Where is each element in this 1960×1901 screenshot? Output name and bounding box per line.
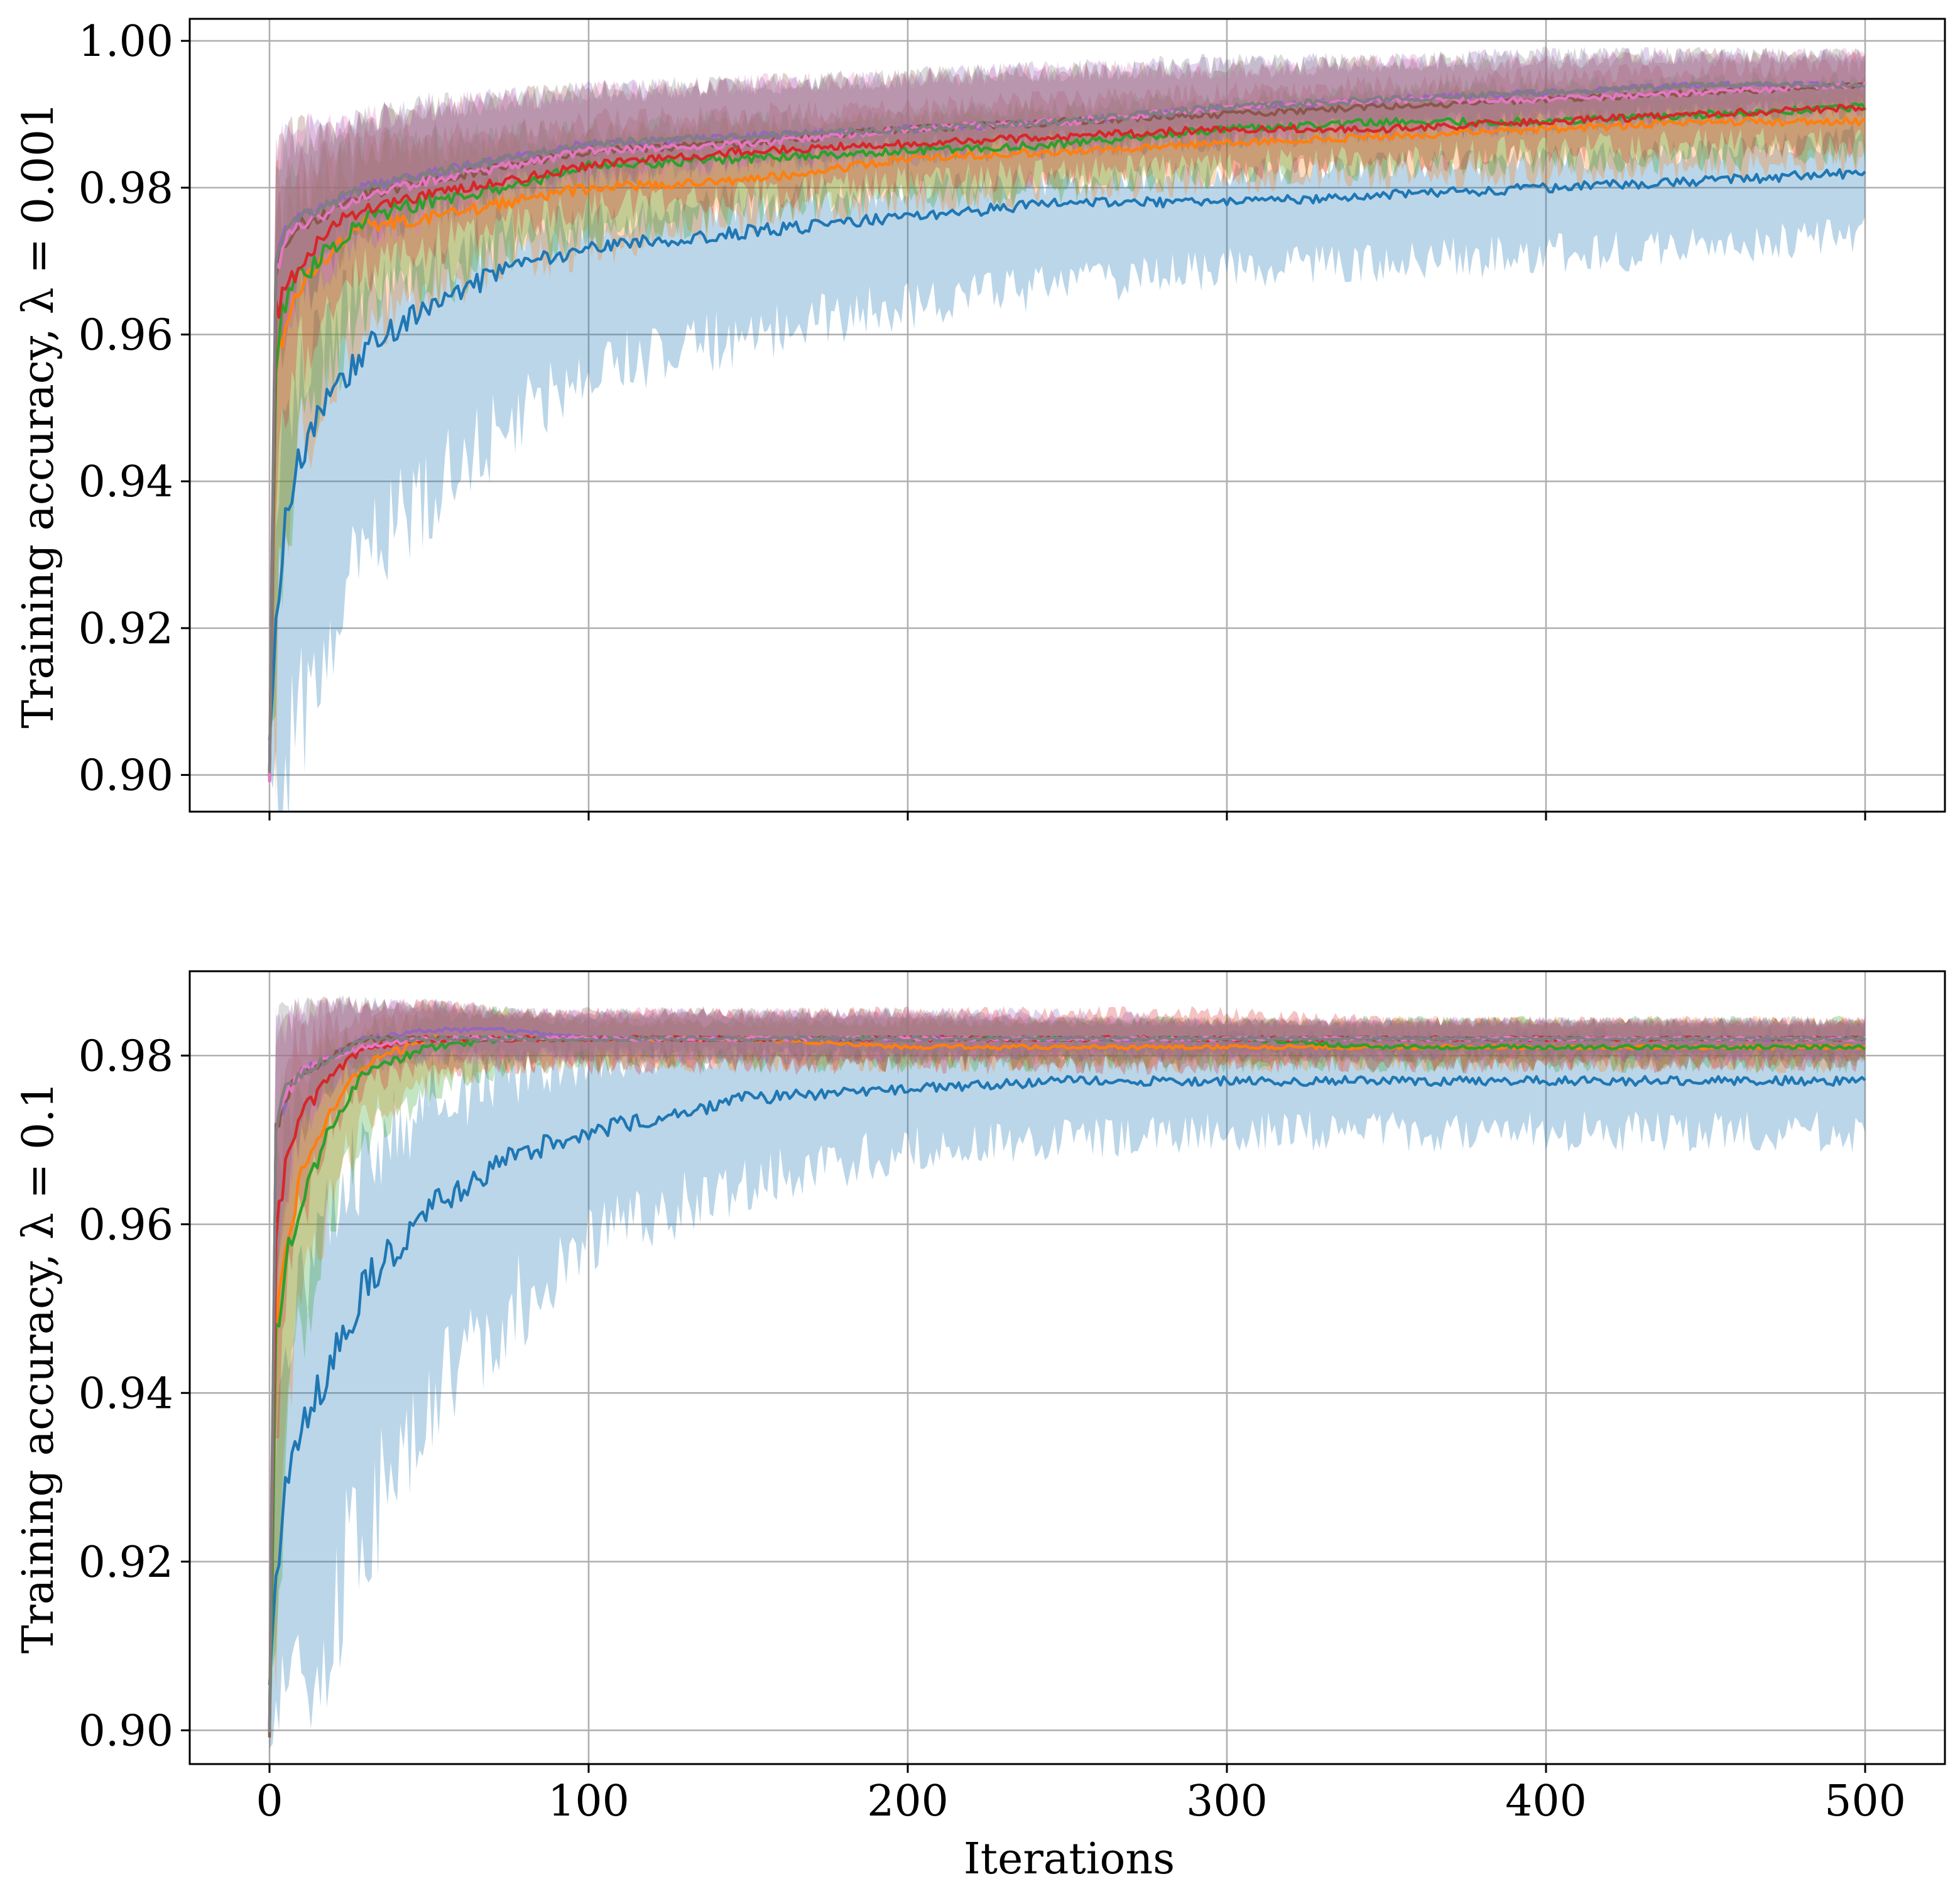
series-band [270,1003,1865,1757]
series-line [268,1075,1866,1686]
x-tick-label: 400 [1505,1777,1587,1826]
series-band [270,46,1865,765]
series-line [268,1035,1866,1733]
y-tick-label: 0.96 [79,1201,173,1250]
y-tick-label: 0.96 [79,310,173,360]
series-line [268,80,1866,773]
series-band [270,75,1865,802]
axes-frame [188,970,1946,1765]
series-line [268,103,1866,782]
top-panel: 0.90 0.92 0.94 0.96 0.98 1.00 Training accurac… [14,17,1946,820]
series-band [270,48,1865,764]
plot-area [268,994,1866,1764]
series-band [270,123,1865,812]
x-tick-label: 300 [1186,1777,1268,1826]
series-band [270,47,1865,765]
series-band [270,1025,1865,1749]
plot-area [268,46,1866,812]
bottom-panel: 0 100 200 300 400 500 0.90 0.92 0.94 0.96 0.98 Trai… [14,970,1946,1826]
y-tick-label: 0.92 [79,604,173,654]
y-tick-label: 0.98 [79,164,173,214]
y-tick-label: 0.92 [79,1538,173,1588]
axes-frame [188,18,1946,813]
y-tick-label: 0.90 [79,751,173,801]
y-tick-label: 0.90 [79,1706,173,1756]
y-tick-label: 1.00 [79,17,173,67]
series-band [270,70,1865,766]
x-tick-label: 100 [548,1777,629,1826]
y-tick-label: 0.98 [79,1032,173,1081]
x-tick-label: 200 [867,1777,949,1826]
y-tick-label: 0.94 [79,1369,173,1419]
series-line [268,80,1866,772]
x-tick-label: 500 [1824,1777,1906,1826]
y-tick-label: 0.94 [79,457,173,507]
x-tick-label: 0 [256,1777,283,1826]
x-axis-label: Iterations [964,1834,1175,1884]
y-axis-label: Training accuracy, λ = 0.001 [14,102,63,729]
series-band [270,46,1865,763]
series-band [270,52,1865,765]
series-line [268,116,1866,771]
series-line [268,168,1866,741]
y-axis-label: Training accuracy, λ = 0.1 [14,1082,63,1653]
